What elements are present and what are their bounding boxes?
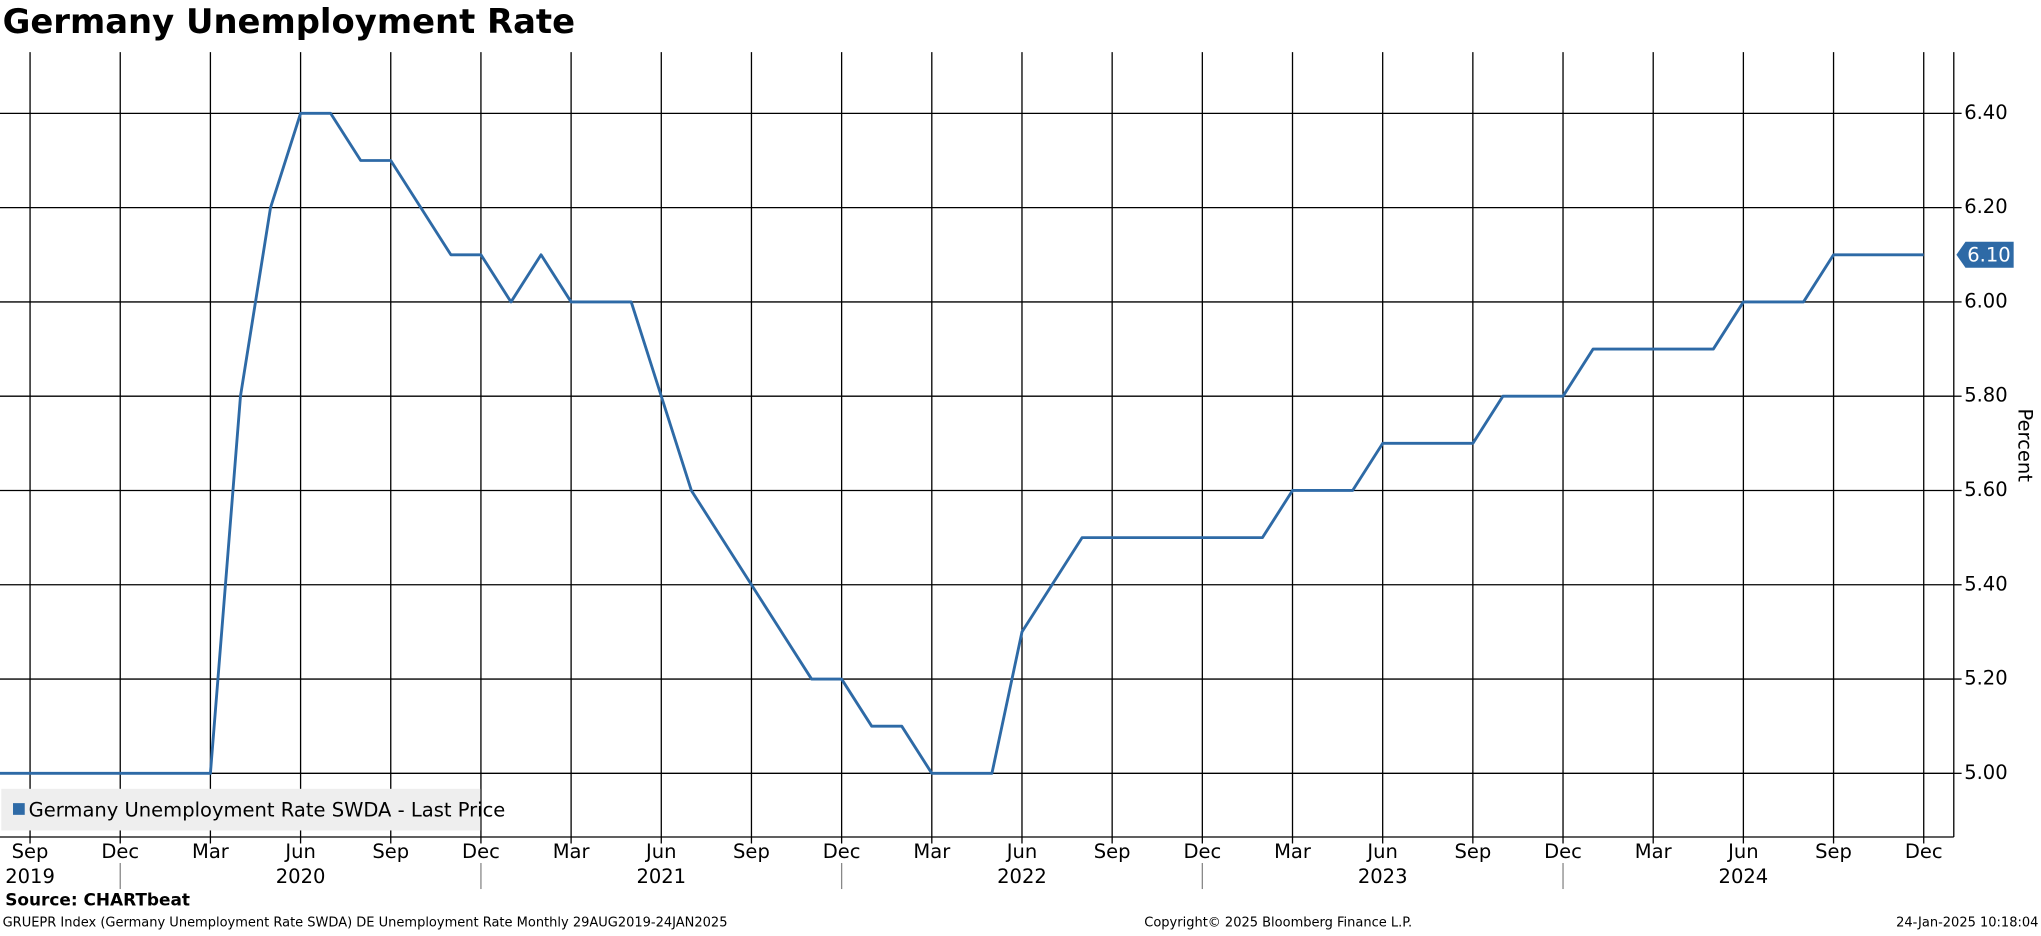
chart-title: Germany Unemployment Rate bbox=[3, 2, 575, 41]
y-tick-label: 5.60 bbox=[1964, 478, 2007, 501]
x-tick-label: Dec bbox=[462, 840, 500, 863]
x-tick-label: Dec bbox=[1905, 840, 1943, 863]
x-tick-label: Jun bbox=[1005, 840, 1038, 863]
x-tick-label: Mar bbox=[1635, 840, 1673, 863]
last-price-tag bbox=[1956, 241, 2014, 268]
y-tick-label: 5.00 bbox=[1964, 761, 2007, 784]
x-tick-label: Mar bbox=[1274, 840, 1312, 863]
y-tick-label: 6.00 bbox=[1964, 289, 2007, 312]
y-tick-label: 5.20 bbox=[1964, 667, 2007, 690]
last-price-label: 6.10 bbox=[1967, 244, 2010, 267]
data-line bbox=[0, 111, 1924, 775]
y-tick-label: 6.40 bbox=[1964, 101, 2007, 124]
x-tick-label: Sep bbox=[733, 840, 770, 863]
x-tick-label: Sep bbox=[1454, 840, 1491, 863]
y-tick-label: 5.40 bbox=[1964, 572, 2007, 595]
x-tick-label: Sep bbox=[372, 840, 409, 863]
x-year-label: 2022 bbox=[997, 865, 1047, 888]
x-tick-label: Dec bbox=[1183, 840, 1221, 863]
x-tick-label: Sep bbox=[1815, 840, 1852, 863]
x-tick-label: Jun bbox=[644, 840, 677, 863]
footer-right: 24-Jan-2025 10:18:04 bbox=[1896, 915, 2038, 930]
legend-box bbox=[1, 788, 481, 831]
legend-label: Germany Unemployment Rate SWDA - Last Pr… bbox=[29, 798, 506, 821]
x-tick-label: Dec bbox=[101, 840, 139, 863]
x-year-label: 2020 bbox=[276, 865, 326, 888]
x-tick-label: Jun bbox=[1726, 840, 1758, 863]
x-tick-label: Mar bbox=[192, 840, 230, 863]
footer-left: GRUEPR Index (Germany Unemployment Rate … bbox=[3, 915, 728, 930]
legend-swatch bbox=[13, 803, 25, 815]
x-tick-label: Mar bbox=[553, 840, 591, 863]
x-tick-label: Dec bbox=[1544, 840, 1582, 863]
footer-center: Copyright© 2025 Bloomberg Finance L.P. bbox=[1144, 915, 1412, 930]
x-year-label: 2024 bbox=[1719, 865, 1769, 888]
x-tick-label: Sep bbox=[12, 840, 49, 863]
x-year-label: 2019 bbox=[5, 865, 55, 888]
source: Source: CHARTbeat bbox=[5, 890, 190, 910]
x-year-label: 2023 bbox=[1358, 865, 1408, 888]
legend: Germany Unemployment Rate SWDA - Last Pr… bbox=[1, 788, 506, 831]
y-tick-label: 6.20 bbox=[1964, 195, 2007, 218]
x-tick-label: Mar bbox=[913, 840, 951, 863]
x-year-label: 2021 bbox=[636, 865, 686, 888]
x-tick-label: Jun bbox=[1365, 840, 1398, 863]
y-tick-label: 5.80 bbox=[1964, 384, 2007, 407]
x-tick-label: Sep bbox=[1094, 840, 1131, 863]
grid bbox=[0, 52, 1954, 837]
x-tick-label: Jun bbox=[283, 840, 316, 863]
x-tick-label: Dec bbox=[823, 840, 861, 863]
y-axis-label: Percent bbox=[2014, 408, 2037, 482]
